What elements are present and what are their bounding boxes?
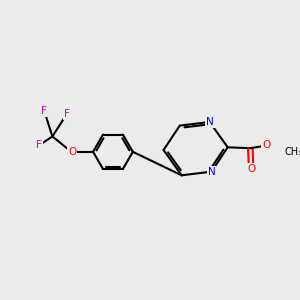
Text: CH₃: CH₃ bbox=[285, 147, 300, 157]
Text: O: O bbox=[247, 164, 255, 174]
Text: O: O bbox=[68, 147, 76, 157]
Text: N: N bbox=[206, 117, 214, 127]
Text: F: F bbox=[64, 109, 70, 119]
Text: F: F bbox=[41, 106, 47, 116]
Text: F: F bbox=[36, 140, 42, 151]
Text: N: N bbox=[208, 167, 215, 177]
Text: O: O bbox=[262, 140, 271, 151]
